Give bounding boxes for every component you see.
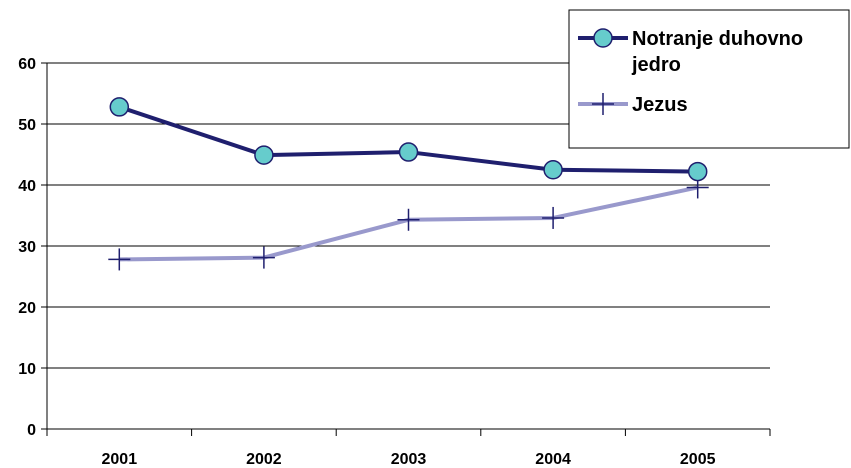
series-lines xyxy=(108,97,709,271)
series-notranje-duhovno-jedro xyxy=(109,97,708,182)
y-tick-label: 10 xyxy=(18,361,36,378)
legend-box xyxy=(568,9,850,149)
y-tick-label: 40 xyxy=(18,178,36,195)
x-tick-label: 2004 xyxy=(535,451,571,468)
data-point-circle xyxy=(593,28,613,48)
x-tick-label: 2005 xyxy=(680,451,716,468)
y-tick-label: 50 xyxy=(18,117,36,134)
data-point-plus xyxy=(542,206,565,229)
x-tick-label: 2002 xyxy=(246,451,282,468)
legend: Notranje duhovno jedro Jezus xyxy=(568,9,850,149)
data-point-circle xyxy=(687,161,708,182)
series-jezus xyxy=(108,176,709,271)
y-tick-label: 60 xyxy=(18,56,36,73)
y-tick-label: 20 xyxy=(18,300,36,317)
data-point-circle xyxy=(543,160,563,180)
legend-label: Jezus xyxy=(632,94,688,116)
x-tick-label: 2001 xyxy=(102,451,138,468)
data-point-plus xyxy=(252,246,275,269)
y-axis-tick-labels: 0 10 20 30 40 50 60 xyxy=(18,56,36,439)
legend-label: Notranje duhovno xyxy=(632,28,803,50)
data-point-plus xyxy=(397,208,420,231)
legend-label: jedro xyxy=(631,54,681,76)
y-tick-label: 0 xyxy=(27,422,36,439)
axes xyxy=(41,62,771,436)
data-point-plus xyxy=(108,248,131,271)
data-point-circle xyxy=(398,142,419,162)
data-point-circle xyxy=(109,97,130,117)
y-tick-label: 30 xyxy=(18,239,36,256)
x-axis-tick-labels: 2001 2002 2003 2004 2005 xyxy=(102,451,716,468)
data-point-plus xyxy=(592,93,614,115)
x-tick-label: 2003 xyxy=(391,451,427,468)
legend-item: Jezus xyxy=(578,93,688,116)
legend-item: Notranje duhovno jedro xyxy=(578,28,803,76)
data-point-circle xyxy=(254,145,274,165)
